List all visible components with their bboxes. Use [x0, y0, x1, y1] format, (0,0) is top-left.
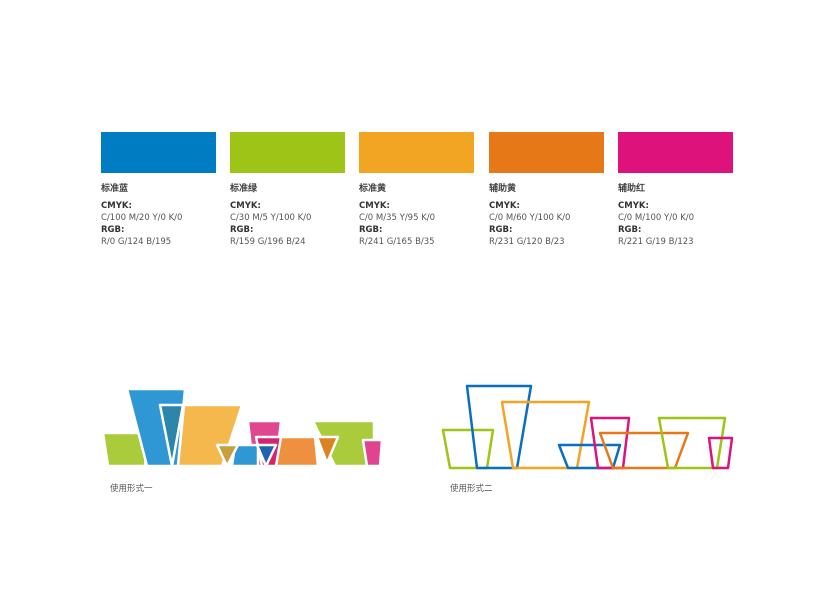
cmyk-value: C/0 M/100 Y/0 K/0	[618, 213, 695, 223]
cmyk-label: CMYK:	[230, 201, 261, 211]
color-name: 标准蓝	[101, 184, 129, 194]
color-name: 标准黄	[359, 184, 387, 194]
color-swatch	[101, 132, 216, 173]
cmyk-label: CMYK:	[359, 201, 390, 211]
outline-green-right	[657, 416, 727, 470]
rgb-value: R/0 G/124 B/195	[101, 237, 172, 247]
swatch-card: 标准绿 CMYK: C/30 M/5 Y/100 K/0 RGB: R/159 …	[230, 132, 346, 248]
shape-lightblue-small	[230, 443, 260, 468]
rgb-label: RGB:	[489, 225, 513, 235]
cmyk-label: CMYK:	[101, 201, 132, 211]
swatch-card: 辅助红 CMYK: C/0 M/100 Y/0 K/0 RGB: R/221 G…	[618, 132, 734, 248]
rgb-label: RGB:	[230, 225, 254, 235]
outline-blue-tall	[465, 384, 533, 470]
cmyk-value: C/30 M/5 Y/100 K/0	[230, 213, 312, 223]
shape-gold-triangle	[215, 443, 240, 468]
shape-teal-inner	[158, 403, 185, 468]
color-name: 辅助黄	[489, 184, 517, 194]
rgb-label: RGB:	[618, 225, 642, 235]
shape-green-left	[101, 431, 150, 468]
swatch-card: 辅助黄 CMYK: C/0 M/60 Y/100 K/0 RGB: R/231 …	[489, 132, 605, 248]
outline-orange	[500, 400, 591, 470]
outline-orange-wide	[598, 431, 690, 470]
cmyk-value: C/100 M/20 Y/0 K/0	[101, 213, 183, 223]
outline-green-left	[441, 428, 495, 470]
rgb-value: R/159 G/196 B/24	[230, 237, 306, 247]
cmyk-value: C/0 M/60 Y/100 K/0	[489, 213, 571, 223]
color-swatch	[618, 132, 733, 173]
shape-darkblue-triangle	[255, 443, 278, 468]
rgb-value: R/231 G/120 B/23	[489, 237, 565, 247]
shape-darkorange-triangle	[315, 435, 340, 465]
rgb-value: R/221 G/19 B/123	[618, 237, 694, 247]
cmyk-label: CMYK:	[618, 201, 649, 211]
rgb-value: R/241 G/165 B/35	[359, 237, 435, 247]
cmyk-label: CMYK:	[489, 201, 520, 211]
color-swatch	[489, 132, 604, 173]
rgb-label: RGB:	[359, 225, 383, 235]
rgb-label: RGB:	[101, 225, 125, 235]
color-name: 辅助红	[618, 184, 646, 194]
color-swatch	[359, 132, 474, 173]
outline-magenta-small	[707, 436, 734, 470]
swatch-card: 标准黄 CMYK: C/0 M/35 Y/95 K/0 RGB: R/241 G…	[359, 132, 475, 248]
cmyk-value: C/0 M/35 Y/95 K/0	[359, 213, 436, 223]
shape-magenta-small	[361, 438, 384, 468]
swatch-card: 标准蓝 CMYK: C/100 M/20 Y/0 K/0 RGB: R/0 G/…	[101, 132, 217, 248]
form-one-caption: 使用形式一	[110, 484, 153, 494]
color-name: 标准绿	[230, 184, 258, 194]
form-two-caption: 使用形式二	[450, 484, 493, 494]
color-swatch	[230, 132, 345, 173]
